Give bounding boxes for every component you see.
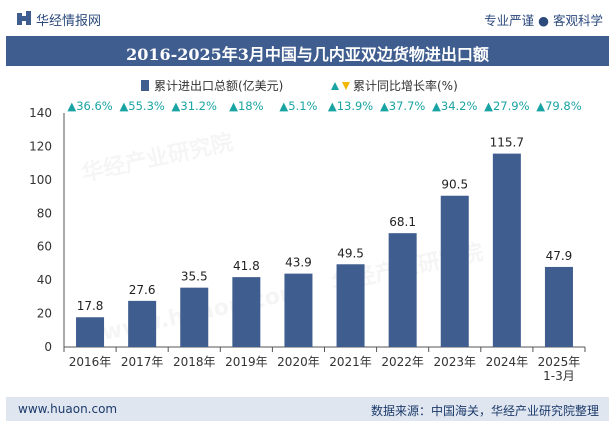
growth-rate-label: ▲31.2% [172, 99, 217, 113]
bar-value-label: 90.5 [441, 178, 468, 192]
growth-rate-label: ▲79.8% [536, 99, 581, 113]
bar-value-label: 43.9 [285, 256, 312, 270]
bar-value-label: 41.8 [233, 259, 260, 273]
bar-chart: 累计进出口总额(亿美元) 累计同比增长率(%) 0 20 40 60 80 100 120 140… [29, 78, 586, 383]
bar-value-label: 115.7 [490, 136, 524, 150]
bar [180, 287, 209, 347]
top-bar: 华经情报网 专业严谨 ● 客观科学 [0, 0, 615, 36]
title-bar: 2016-2025年3月中国与几内亚双边货物进出口额 [6, 36, 609, 66]
bar [284, 273, 313, 347]
footer-source: 数据来源：中国海关，华经产业研究院整理 [370, 404, 599, 418]
growth-rate-label: ▲55.3% [119, 99, 164, 113]
growth-rate-label: ▲27.9% [484, 99, 529, 113]
y-tick-label: 80 [37, 206, 52, 220]
bar-value-label: 68.1 [389, 215, 416, 229]
tagline: 专业严谨 ● 客观科学 [484, 13, 603, 28]
growth-rate-label: ▲13.9% [328, 99, 373, 113]
bar [336, 264, 365, 347]
bar [232, 277, 261, 347]
legend-label-growth: 累计同比增长率(%) [353, 78, 458, 93]
x-tick-label: 2025年 [538, 355, 581, 369]
y-tick-label: 60 [37, 240, 52, 254]
bar-value-label: 27.6 [129, 283, 156, 297]
x-tick-label: 1-3月 [543, 369, 575, 383]
footer-bar: www.huaon.com 数据来源：中国海关，华经产业研究院整理 [6, 397, 609, 421]
y-tick-label: 40 [37, 273, 52, 287]
y-tick-label: 0 [44, 340, 52, 354]
bar [388, 233, 417, 347]
bar-value-label: 17.8 [77, 299, 104, 313]
x-tick-label: 2020年 [277, 355, 320, 369]
x-tick-label: 2023年 [433, 355, 476, 369]
bar-logo-icon [17, 11, 31, 25]
bar [440, 195, 469, 347]
x-tick-label: 2021年 [329, 355, 372, 369]
x-tick-label: 2017年 [121, 355, 164, 369]
x-tick-label: 2024年 [486, 355, 529, 369]
legend-down-triangle [342, 82, 350, 90]
x-tick-label: 2018年 [173, 355, 216, 369]
growth-rate-label: ▲5.1% [279, 99, 317, 113]
legend-swatch-bar [141, 80, 149, 91]
bar [492, 153, 521, 347]
y-tick-label: 120 [29, 139, 52, 153]
legend-label-bar: 累计进出口总额(亿美元) [154, 78, 283, 93]
chart-title: 2016-2025年3月中国与几内亚双边货物进出口额 [126, 45, 489, 64]
growth-rate-label: ▲18% [229, 99, 263, 113]
y-tick-label: 140 [29, 106, 52, 120]
growth-rate-label: ▲37.7% [380, 99, 425, 113]
legend-up-triangle [331, 82, 339, 90]
bar-value-label: 35.5 [181, 270, 208, 284]
x-tick-label: 2019年 [225, 355, 268, 369]
bar [76, 317, 105, 347]
y-tick-label: 100 [29, 173, 52, 187]
y-tick-label: 20 [37, 307, 52, 321]
x-tick-label: 2022年 [381, 355, 424, 369]
growth-rate-label: ▲34.2% [432, 99, 477, 113]
footer-website[interactable]: www.huaon.com [18, 402, 118, 416]
bar-value-label: 47.9 [546, 249, 573, 263]
bar [544, 266, 573, 347]
growth-rate-label: ▲36.6% [67, 99, 112, 113]
bar [128, 300, 157, 347]
x-tick-label: 2016年 [69, 355, 112, 369]
brand-name: 华经情报网 [36, 14, 102, 29]
bar-value-label: 49.5 [337, 246, 364, 260]
